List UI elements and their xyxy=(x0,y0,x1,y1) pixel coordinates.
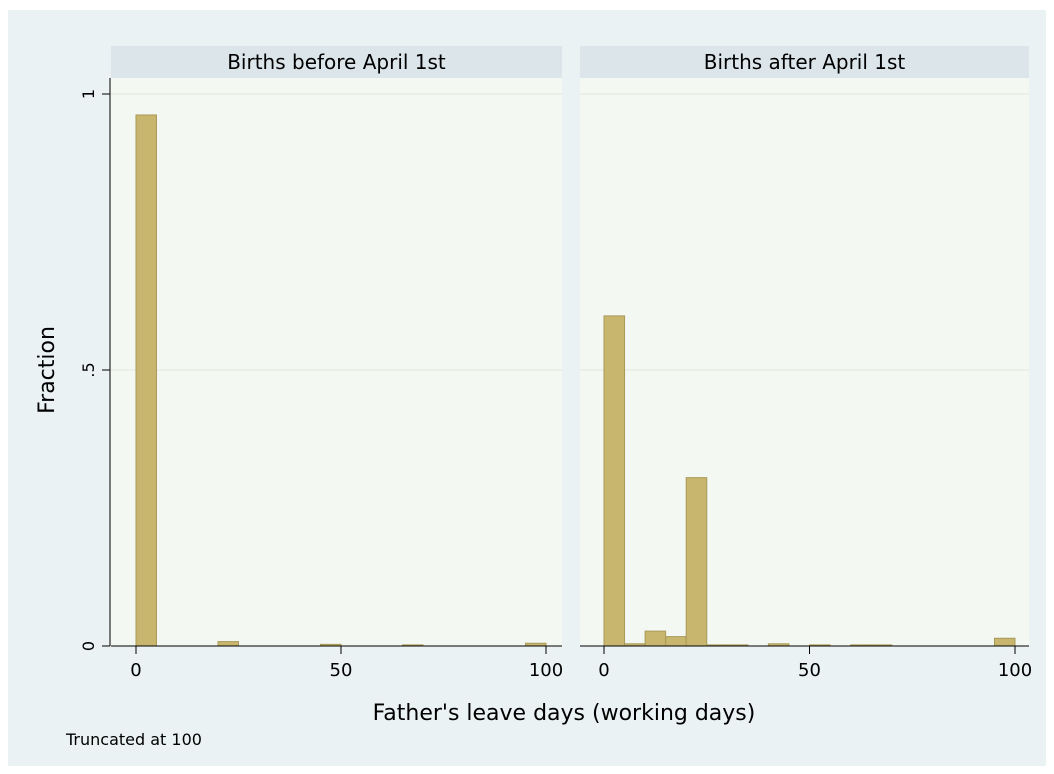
histogram-bar xyxy=(665,636,687,647)
panel-strip xyxy=(580,46,1029,78)
histogram-bar xyxy=(603,315,626,647)
histogram-bar xyxy=(217,641,239,647)
histogram-bar xyxy=(993,637,1016,647)
panel-title: Births before April 1st xyxy=(227,50,446,74)
panel-2: Births after April 1st 0 50 100 xyxy=(580,46,1032,681)
histogram-bar xyxy=(644,630,667,647)
panel-strip xyxy=(111,46,562,78)
x-tick-label: 100 xyxy=(998,660,1032,681)
y-tick-label: .5 xyxy=(79,362,98,377)
x-tick-label: 50 xyxy=(798,660,821,681)
panel-title: Births after April 1st xyxy=(704,50,906,74)
histogram-bar xyxy=(135,114,157,647)
truncation-note: Truncated at 100 xyxy=(65,730,202,749)
panel-1: Births before April 1st 0 50 100 xyxy=(111,46,563,681)
y-tick-label: 0 xyxy=(79,641,98,651)
x-axis-label: Father's leave days (working days) xyxy=(373,701,756,726)
x-tick-label: 50 xyxy=(330,660,353,681)
histogram-bar xyxy=(685,477,708,647)
x-tick-label: 0 xyxy=(598,660,609,681)
plot-area xyxy=(111,78,562,646)
x-tick-label: 0 xyxy=(130,660,141,681)
y-axis-ticks: 0.51 xyxy=(79,78,111,651)
plot-area xyxy=(580,78,1029,646)
x-tick-label: 100 xyxy=(529,660,563,681)
y-tick-label: 1 xyxy=(79,89,98,99)
y-axis-label: Fraction xyxy=(35,326,60,414)
